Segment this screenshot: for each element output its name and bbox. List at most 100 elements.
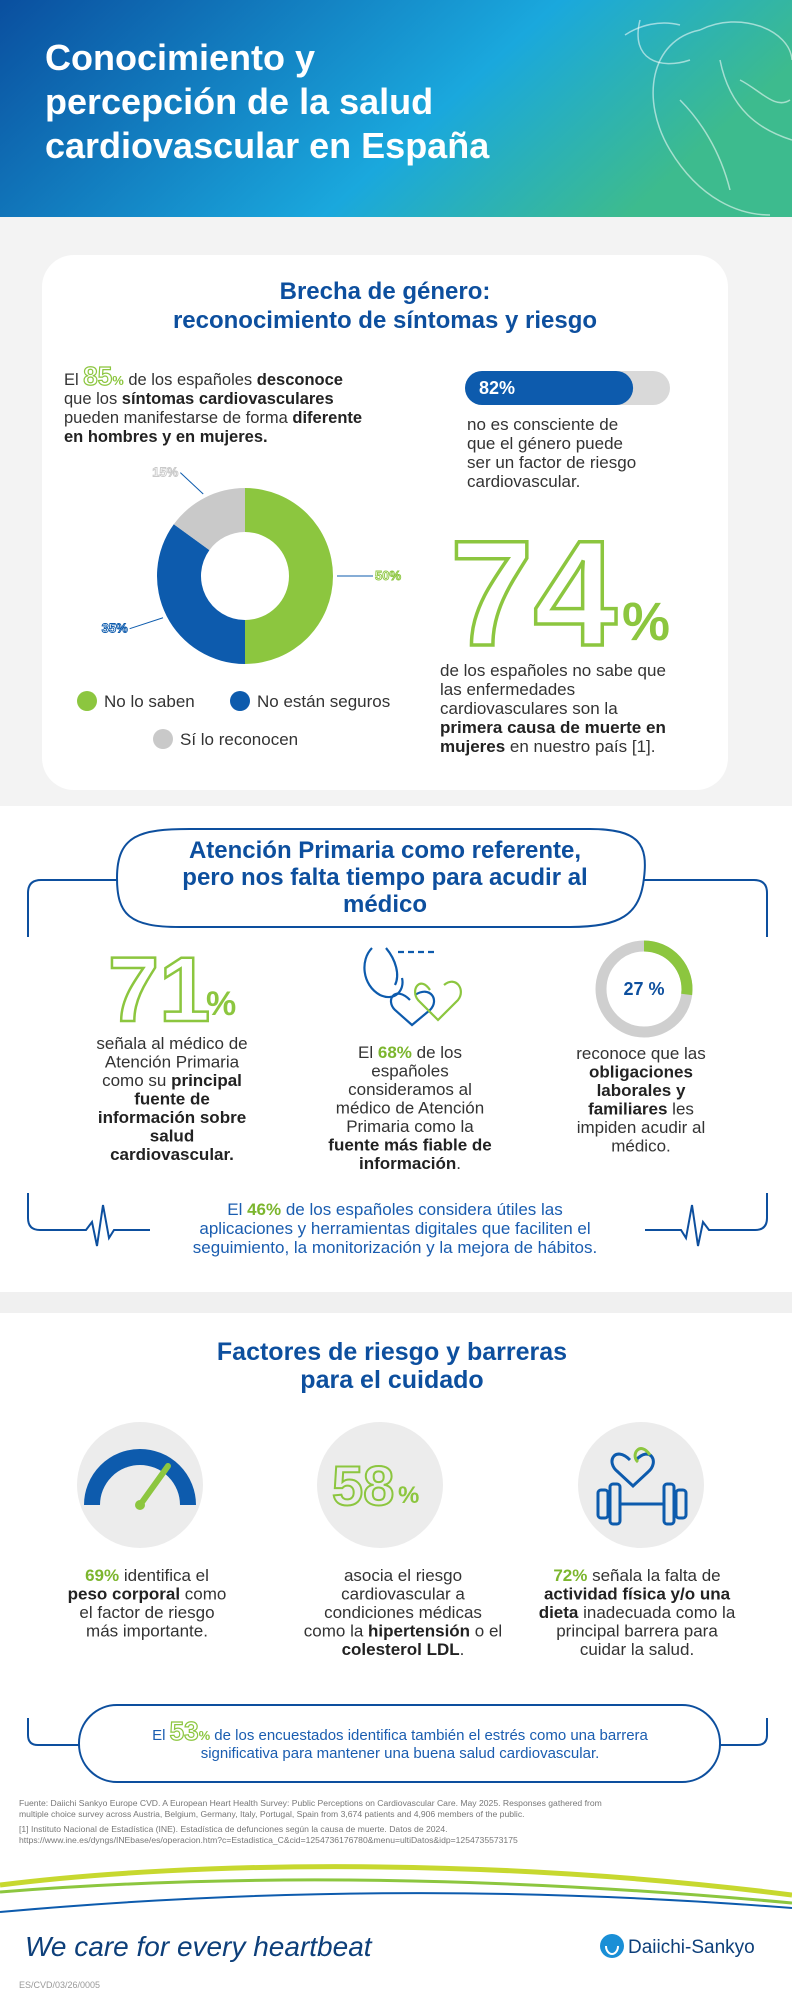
- leader-line: [129, 617, 164, 630]
- paragraph-line: obligaciones: [589, 1063, 693, 1082]
- paragraph-line: las enfermedades: [440, 680, 575, 699]
- paragraph-line: que los síntomas cardiovasculares: [64, 390, 334, 408]
- text-segment: médico.: [611, 1137, 671, 1156]
- paragraph-line: salud: [150, 1127, 194, 1146]
- paragraph-line: seguimiento, la monitorización y la mejo…: [193, 1238, 597, 1257]
- text-segment: que los: [64, 390, 122, 408]
- text-segment: fuente de: [134, 1090, 210, 1109]
- paragraph-line: como la hipertensión o el: [304, 1622, 502, 1641]
- paragraph-line: el factor de riesgo: [79, 1603, 214, 1622]
- text-segment: principal barrera para: [556, 1622, 718, 1641]
- legend-label: No lo saben: [104, 692, 195, 711]
- text-segment: 68%: [378, 1043, 412, 1062]
- text-segment: las enfermedades: [440, 680, 575, 699]
- text-segment: síntomas cardiovasculares: [122, 390, 334, 408]
- icon-circle: [317, 1422, 443, 1548]
- text-segment: 72%: [553, 1566, 587, 1585]
- text-segment: cardiovascular.: [467, 472, 580, 491]
- paragraph-line: aplicaciones y herramientas digitales qu…: [199, 1219, 590, 1238]
- section-title: para el cuidado: [300, 1366, 483, 1394]
- text-segment: españoles: [371, 1062, 449, 1081]
- text-segment: más importante.: [86, 1622, 208, 1641]
- paragraph-line: de los españoles no sabe que: [440, 661, 666, 680]
- text-segment: médico de Atención: [336, 1099, 484, 1118]
- path-shape: [0, 1864, 792, 1898]
- path-shape: [27, 1718, 79, 1746]
- text-segment: %: [199, 1728, 211, 1743]
- divider: [0, 1292, 792, 1313]
- paragraph-line: principal barrera para: [556, 1622, 718, 1641]
- big-number: 71: [108, 939, 210, 1041]
- path-shape: [719, 59, 792, 141]
- text-segment: primera causa de muerte en: [440, 718, 666, 737]
- text-segment: seguimiento, la monitorización y la mejo…: [193, 1238, 597, 1257]
- path-shape: [84, 1449, 196, 1506]
- text-segment: dieta: [539, 1603, 579, 1622]
- brand-name: Daiichi-Sankyo: [628, 1937, 755, 1958]
- path-shape: [637, 19, 691, 65]
- path-shape: [699, 21, 792, 61]
- text-segment: .: [456, 1154, 461, 1173]
- rect-shape: [78, 1704, 721, 1783]
- text-segment: desconoce: [257, 371, 343, 389]
- paragraph-line: fuente de: [134, 1090, 210, 1109]
- text-segment: %: [112, 373, 124, 388]
- text-segment: 69%: [85, 1566, 119, 1585]
- text-segment: de los encuestados identifica también el…: [210, 1727, 648, 1744]
- text-segment: 85: [83, 361, 112, 391]
- big-unit: %: [622, 592, 670, 652]
- path-shape: [137, 1463, 171, 1508]
- text-segment: ser un factor de riesgo: [467, 453, 636, 472]
- paragraph-line: reconoce que las: [576, 1044, 705, 1063]
- text-segment: de los españoles: [124, 371, 257, 389]
- mid-number: 58: [332, 1454, 394, 1517]
- header-title: Conocimiento y: [45, 37, 315, 78]
- text-segment: peso corporal: [68, 1585, 180, 1604]
- paragraph-line: Primaria como la: [346, 1117, 474, 1136]
- text-segment: no es consciente de: [467, 415, 618, 434]
- path-shape: [27, 1193, 150, 1247]
- text-segment: de los españoles considera útiles las: [281, 1200, 563, 1219]
- legend-label: Sí lo reconocen: [180, 730, 298, 749]
- circle-shape: [135, 1500, 145, 1510]
- text-segment: les: [667, 1100, 693, 1119]
- path-shape: [414, 980, 462, 1022]
- paragraph-line: cardiovasculares son la: [440, 699, 618, 718]
- paragraph-line: información.: [359, 1154, 461, 1173]
- leader-line: [179, 472, 204, 495]
- text-segment: identifica el: [119, 1566, 209, 1585]
- text-segment: inadecuada como la: [578, 1603, 735, 1622]
- section-title: reconocimiento de síntomas y riesgo: [173, 307, 597, 334]
- header-title: cardiovascular en España: [45, 125, 490, 166]
- text-segment: señala al médico de: [96, 1034, 247, 1053]
- donut-slice: [157, 524, 245, 664]
- text-segment: como su: [102, 1071, 171, 1090]
- paragraph-line: cardiovascular.: [110, 1145, 234, 1164]
- text-segment: cuidar la salud.: [580, 1640, 694, 1659]
- text-segment: que el género puede: [467, 434, 623, 453]
- slice-label: 35%: [102, 621, 128, 636]
- section-title: Atención Primaria como referente,: [189, 837, 581, 864]
- footnote: https://www.ine.es/dyngs/INEbase/es/oper…: [19, 1835, 518, 1845]
- text-segment: mujeres: [440, 737, 505, 756]
- text-segment: cardiovascular.: [110, 1145, 234, 1164]
- paragraph-line: El 85% de los españoles desconoce: [64, 361, 343, 391]
- section-title: Factores de riesgo y barreras: [217, 1338, 567, 1366]
- legend-dot: [230, 691, 250, 711]
- bar-fill: [465, 371, 634, 405]
- text-segment: familiares: [588, 1100, 667, 1119]
- text-segment: información: [359, 1154, 456, 1173]
- gauge-icon: [84, 1449, 196, 1510]
- legend-dot: [77, 691, 97, 711]
- doc-code: ES/CVD/03/26/0005: [19, 1980, 100, 1990]
- icon-circle: [77, 1422, 203, 1548]
- text-segment: en hombres y en mujeres.: [64, 428, 268, 446]
- path-shape: [385, 947, 399, 986]
- text-segment: El: [152, 1727, 170, 1744]
- paragraph-line: en hombres y en mujeres.: [64, 428, 268, 446]
- text-segment: actividad física y/o una: [544, 1585, 731, 1604]
- brand-logo: [600, 1934, 624, 1958]
- text-segment: como: [180, 1585, 226, 1604]
